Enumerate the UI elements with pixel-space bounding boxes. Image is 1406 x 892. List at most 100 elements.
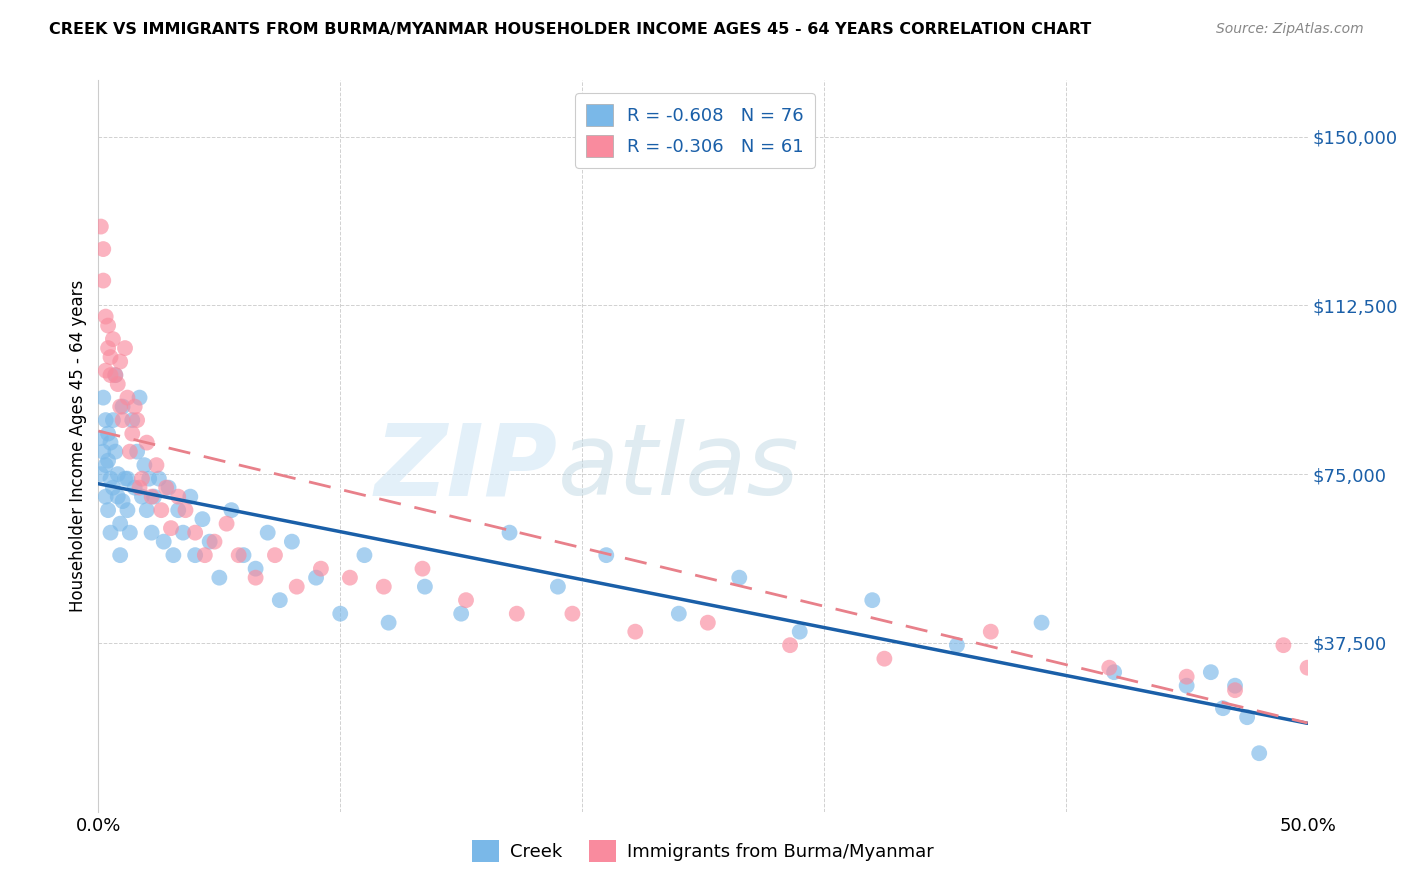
Point	[221, 503, 243, 517]
Point	[118, 525, 141, 540]
Point	[108, 548, 131, 562]
Point	[97, 503, 120, 517]
Point	[228, 548, 250, 562]
Point	[100, 435, 122, 450]
Point	[97, 426, 120, 441]
Point	[101, 332, 124, 346]
Point	[94, 310, 117, 324]
Point	[97, 453, 120, 467]
Point	[94, 413, 117, 427]
Point	[1236, 710, 1258, 724]
Point	[198, 534, 221, 549]
Point	[373, 580, 395, 594]
Point	[1223, 679, 1246, 693]
Point	[167, 503, 190, 517]
Point	[1272, 638, 1295, 652]
Point	[1333, 683, 1355, 698]
Point	[114, 341, 136, 355]
Point	[728, 571, 751, 585]
Point	[1175, 670, 1198, 684]
Point	[191, 512, 214, 526]
Point	[104, 444, 127, 458]
Point	[624, 624, 647, 639]
Point	[873, 651, 896, 665]
Point	[124, 400, 146, 414]
Point	[413, 580, 436, 594]
Point	[160, 521, 183, 535]
Point	[789, 624, 811, 639]
Point	[128, 391, 150, 405]
Point	[121, 426, 143, 441]
Point	[97, 318, 120, 333]
Point	[90, 467, 112, 482]
Point	[101, 413, 124, 427]
Point	[100, 525, 122, 540]
Point	[184, 525, 207, 540]
Point	[101, 481, 124, 495]
Point	[162, 548, 184, 562]
Point	[353, 548, 375, 562]
Point	[90, 431, 112, 445]
Point	[127, 444, 149, 458]
Point	[94, 458, 117, 472]
Point	[256, 525, 278, 540]
Point	[91, 242, 114, 256]
Point	[155, 481, 177, 495]
Point	[1102, 665, 1125, 680]
Point	[1369, 714, 1392, 729]
Point	[1357, 706, 1379, 720]
Text: ZIP: ZIP	[375, 419, 558, 516]
Point	[215, 516, 238, 531]
Legend: Creek, Immigrants from Burma/Myanmar: Creek, Immigrants from Burma/Myanmar	[465, 833, 941, 870]
Point	[143, 490, 166, 504]
Point	[668, 607, 690, 621]
Point	[204, 534, 226, 549]
Point	[94, 363, 117, 377]
Point	[100, 368, 122, 383]
Point	[157, 481, 180, 495]
Point	[946, 638, 969, 652]
Point	[506, 607, 529, 621]
Point	[108, 516, 131, 531]
Point	[131, 472, 153, 486]
Point	[450, 607, 472, 621]
Point	[232, 548, 254, 562]
Point	[100, 350, 122, 364]
Point	[281, 534, 304, 549]
Point	[94, 490, 117, 504]
Point	[208, 571, 231, 585]
Point	[309, 562, 332, 576]
Point	[148, 472, 170, 486]
Point	[150, 503, 173, 517]
Text: CREEK VS IMMIGRANTS FROM BURMA/MYANMAR HOUSEHOLDER INCOME AGES 45 - 64 YEARS COR: CREEK VS IMMIGRANTS FROM BURMA/MYANMAR H…	[49, 22, 1091, 37]
Point	[245, 562, 267, 576]
Point	[1199, 665, 1222, 680]
Point	[117, 391, 139, 405]
Point	[91, 444, 114, 458]
Point	[111, 400, 134, 414]
Point	[145, 458, 167, 472]
Point	[245, 571, 267, 585]
Point	[107, 377, 129, 392]
Point	[108, 354, 131, 368]
Point	[980, 624, 1002, 639]
Point	[498, 525, 520, 540]
Point	[329, 607, 352, 621]
Point	[135, 435, 157, 450]
Point	[91, 391, 114, 405]
Point	[138, 472, 160, 486]
Point	[135, 503, 157, 517]
Text: atlas: atlas	[558, 419, 800, 516]
Point	[172, 525, 194, 540]
Y-axis label: Householder Income Ages 45 - 64 years: Householder Income Ages 45 - 64 years	[69, 280, 87, 612]
Point	[111, 413, 134, 427]
Text: Source: ZipAtlas.com: Source: ZipAtlas.com	[1216, 22, 1364, 37]
Point	[561, 607, 583, 621]
Point	[108, 400, 131, 414]
Point	[339, 571, 361, 585]
Point	[117, 503, 139, 517]
Point	[1223, 683, 1246, 698]
Point	[194, 548, 217, 562]
Point	[167, 490, 190, 504]
Point	[90, 219, 112, 234]
